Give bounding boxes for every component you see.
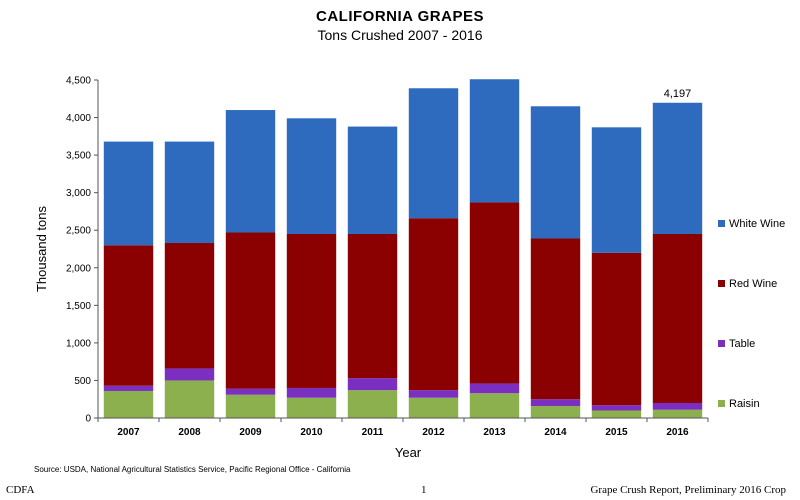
y-tick-label: 4,500 (66, 76, 91, 87)
bar-table-2010 (286, 387, 337, 398)
bar-table-2011 (347, 378, 398, 391)
bar-table-2007 (103, 385, 154, 391)
bar-red-wine-2015 (591, 252, 642, 406)
chart-title: CALIFORNIA GRAPES (316, 8, 484, 25)
bar-table-2014 (530, 399, 581, 406)
bar-raisin-2015 (591, 410, 642, 418)
bar-table-2013 (469, 383, 520, 394)
legend-swatch-red-wine (718, 280, 725, 287)
x-tick-label: 2009 (239, 427, 262, 438)
chart-subtitle: Tons Crushed 2007 - 2016 (317, 27, 483, 43)
bar-table-2012 (408, 390, 459, 398)
legend-swatch-raisin (718, 400, 725, 407)
y-tick-label: 3,500 (66, 151, 91, 162)
bar-raisin-2007 (103, 390, 154, 418)
x-tick-label: 2014 (544, 427, 567, 438)
bar-raisin-2008 (164, 380, 215, 418)
y-tick-label: 4,000 (66, 113, 91, 124)
x-axis-title: Year (395, 445, 422, 460)
bar-raisin-2016 (652, 409, 703, 418)
bar-red-wine-2012 (408, 218, 459, 391)
bar-raisin-2012 (408, 397, 459, 418)
bar-white-wine-2007 (103, 141, 154, 246)
bar-red-wine-2010 (286, 233, 337, 388)
bar-white-wine-2012 (408, 88, 459, 219)
bar-red-wine-2009 (225, 232, 276, 389)
legend-label-raisin: Raisin (729, 398, 760, 410)
legend-swatch-white-wine (718, 220, 725, 227)
page-number: 1 (421, 484, 427, 496)
y-tick-label: 3,000 (66, 188, 91, 199)
bar-raisin-2013 (469, 393, 520, 418)
bars-group (103, 79, 703, 418)
bar-white-wine-2008 (164, 141, 215, 243)
bar-red-wine-2008 (164, 242, 215, 369)
x-tick-label: 2016 (666, 427, 689, 438)
x-tick-label: 2007 (117, 427, 140, 438)
bar-raisin-2011 (347, 390, 398, 418)
bar-white-wine-2015 (591, 127, 642, 253)
axes-group: 0 500 1,000 1,500 2,000 2,500 3,000 3,500 4,000 4… (34, 76, 709, 460)
bar-red-wine-2011 (347, 233, 398, 379)
bar-table-2016 (652, 402, 703, 410)
legend-label-white-wine: White Wine (729, 218, 785, 230)
y-tick-label: 2,000 (66, 263, 91, 274)
x-tick-label: 2010 (300, 427, 323, 438)
bar-raisin-2014 (530, 405, 581, 418)
bar-raisin-2010 (286, 397, 337, 418)
legend-label-red-wine: Red Wine (729, 278, 777, 290)
y-tick-label: 1,000 (66, 338, 91, 349)
x-tick-label: 2008 (178, 427, 201, 438)
y-tick-label: 1,500 (66, 301, 91, 312)
x-tick-label: 2012 (422, 427, 445, 438)
bar-white-wine-2009 (225, 110, 276, 233)
bar-white-wine-2016 (652, 102, 703, 234)
y-tick-label: 500 (74, 376, 91, 387)
bar-table-2009 (225, 388, 276, 395)
bar-white-wine-2011 (347, 126, 398, 234)
bar-red-wine-2007 (103, 245, 154, 386)
bar-table-2015 (591, 405, 642, 411)
bar-raisin-2009 (225, 394, 276, 418)
footer-right: Grape Crush Report, Preliminary 2016 Cro… (590, 484, 786, 496)
stacked-bar-chart: 0 500 1,000 1,500 2,000 2,500 3,000 3,500 4,000 4… (34, 76, 785, 461)
source-note: Source: USDA, National Agricultural Stat… (34, 465, 351, 474)
bar-red-wine-2014 (530, 238, 581, 400)
legend: White Wine Red Wine Table Raisin (718, 218, 785, 410)
bar-table-2008 (164, 368, 215, 381)
legend-label-table: Table (729, 338, 755, 350)
bar-white-wine-2013 (469, 79, 520, 203)
bar-red-wine-2016 (652, 233, 703, 403)
y-tick-label: 2,500 (66, 226, 91, 237)
bar-white-wine-2010 (286, 118, 337, 234)
bar-red-wine-2013 (469, 202, 520, 384)
bar-white-wine-2014 (530, 106, 581, 239)
x-tick-label: 2011 (362, 427, 384, 438)
legend-swatch-table (718, 340, 725, 347)
y-axis-title: Thousand tons (34, 206, 49, 293)
data-label-2016: 4,197 (664, 88, 692, 100)
footer-left: CDFA (6, 484, 35, 496)
x-tick-label: 2015 (605, 427, 628, 438)
y-tick-label: 0 (85, 414, 91, 425)
x-tick-label: 2013 (483, 427, 506, 438)
